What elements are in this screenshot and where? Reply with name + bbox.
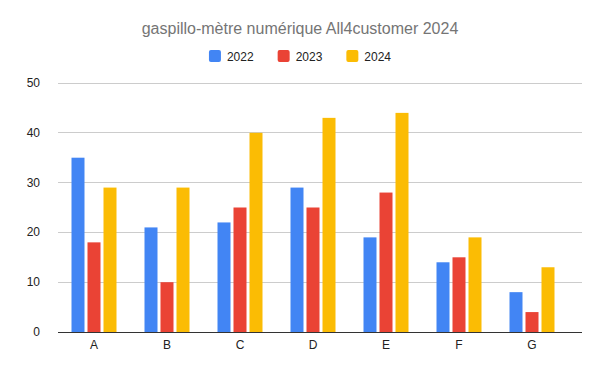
bar [161,282,174,332]
grid-line [58,182,582,183]
grid-line [58,132,582,133]
legend-label: 2022 [227,50,254,64]
bar [323,118,336,332]
legend-swatch [278,50,290,62]
bar [145,227,158,332]
grid-line [58,332,582,333]
y-tick-label: 0 [33,325,40,339]
bar [307,208,320,333]
chart-svg: gaspillo-mètre numérique All4customer 20… [0,0,600,371]
bar [250,133,263,332]
bar [291,188,304,332]
legend-swatch [346,50,358,62]
bar [469,237,482,332]
y-axis [58,83,59,332]
x-tick-label: B [163,338,171,352]
bar [72,158,85,332]
bar [510,292,523,332]
legend: 2022 2023 2024 [209,50,391,64]
x-tick-label: A [90,338,98,352]
bars [72,113,555,332]
bar [380,193,393,332]
y-tick-label: 30 [27,176,41,190]
y-tick-label: 40 [27,126,41,140]
x-tick-label: E [382,338,390,352]
background [0,0,600,371]
bar [104,188,117,332]
legend-label: 2024 [364,50,391,64]
bar [453,257,466,332]
bar [88,242,101,332]
bar [218,222,231,332]
grid-line [58,232,582,233]
x-tick-label: D [309,338,318,352]
y-tick-label: 50 [27,76,41,90]
bar [542,267,555,332]
bar [234,208,247,333]
bar [396,113,409,332]
legend-label: 2023 [296,50,323,64]
grid-line [58,282,582,283]
title: gaspillo-mètre numérique All4customer 20… [142,20,459,37]
x-tick-label: F [455,338,462,352]
grid-line [58,83,582,84]
bar [437,262,450,332]
x-tick-label: C [236,338,245,352]
legend-swatch [209,50,221,62]
bar [177,188,190,332]
chart-container: gaspillo-mètre numérique All4customer 20… [0,0,600,371]
x-tick-label: G [527,338,536,352]
y-tick-label: 20 [27,225,41,239]
bar [526,312,539,332]
y-tick-label: 10 [27,275,41,289]
bar [364,237,377,332]
